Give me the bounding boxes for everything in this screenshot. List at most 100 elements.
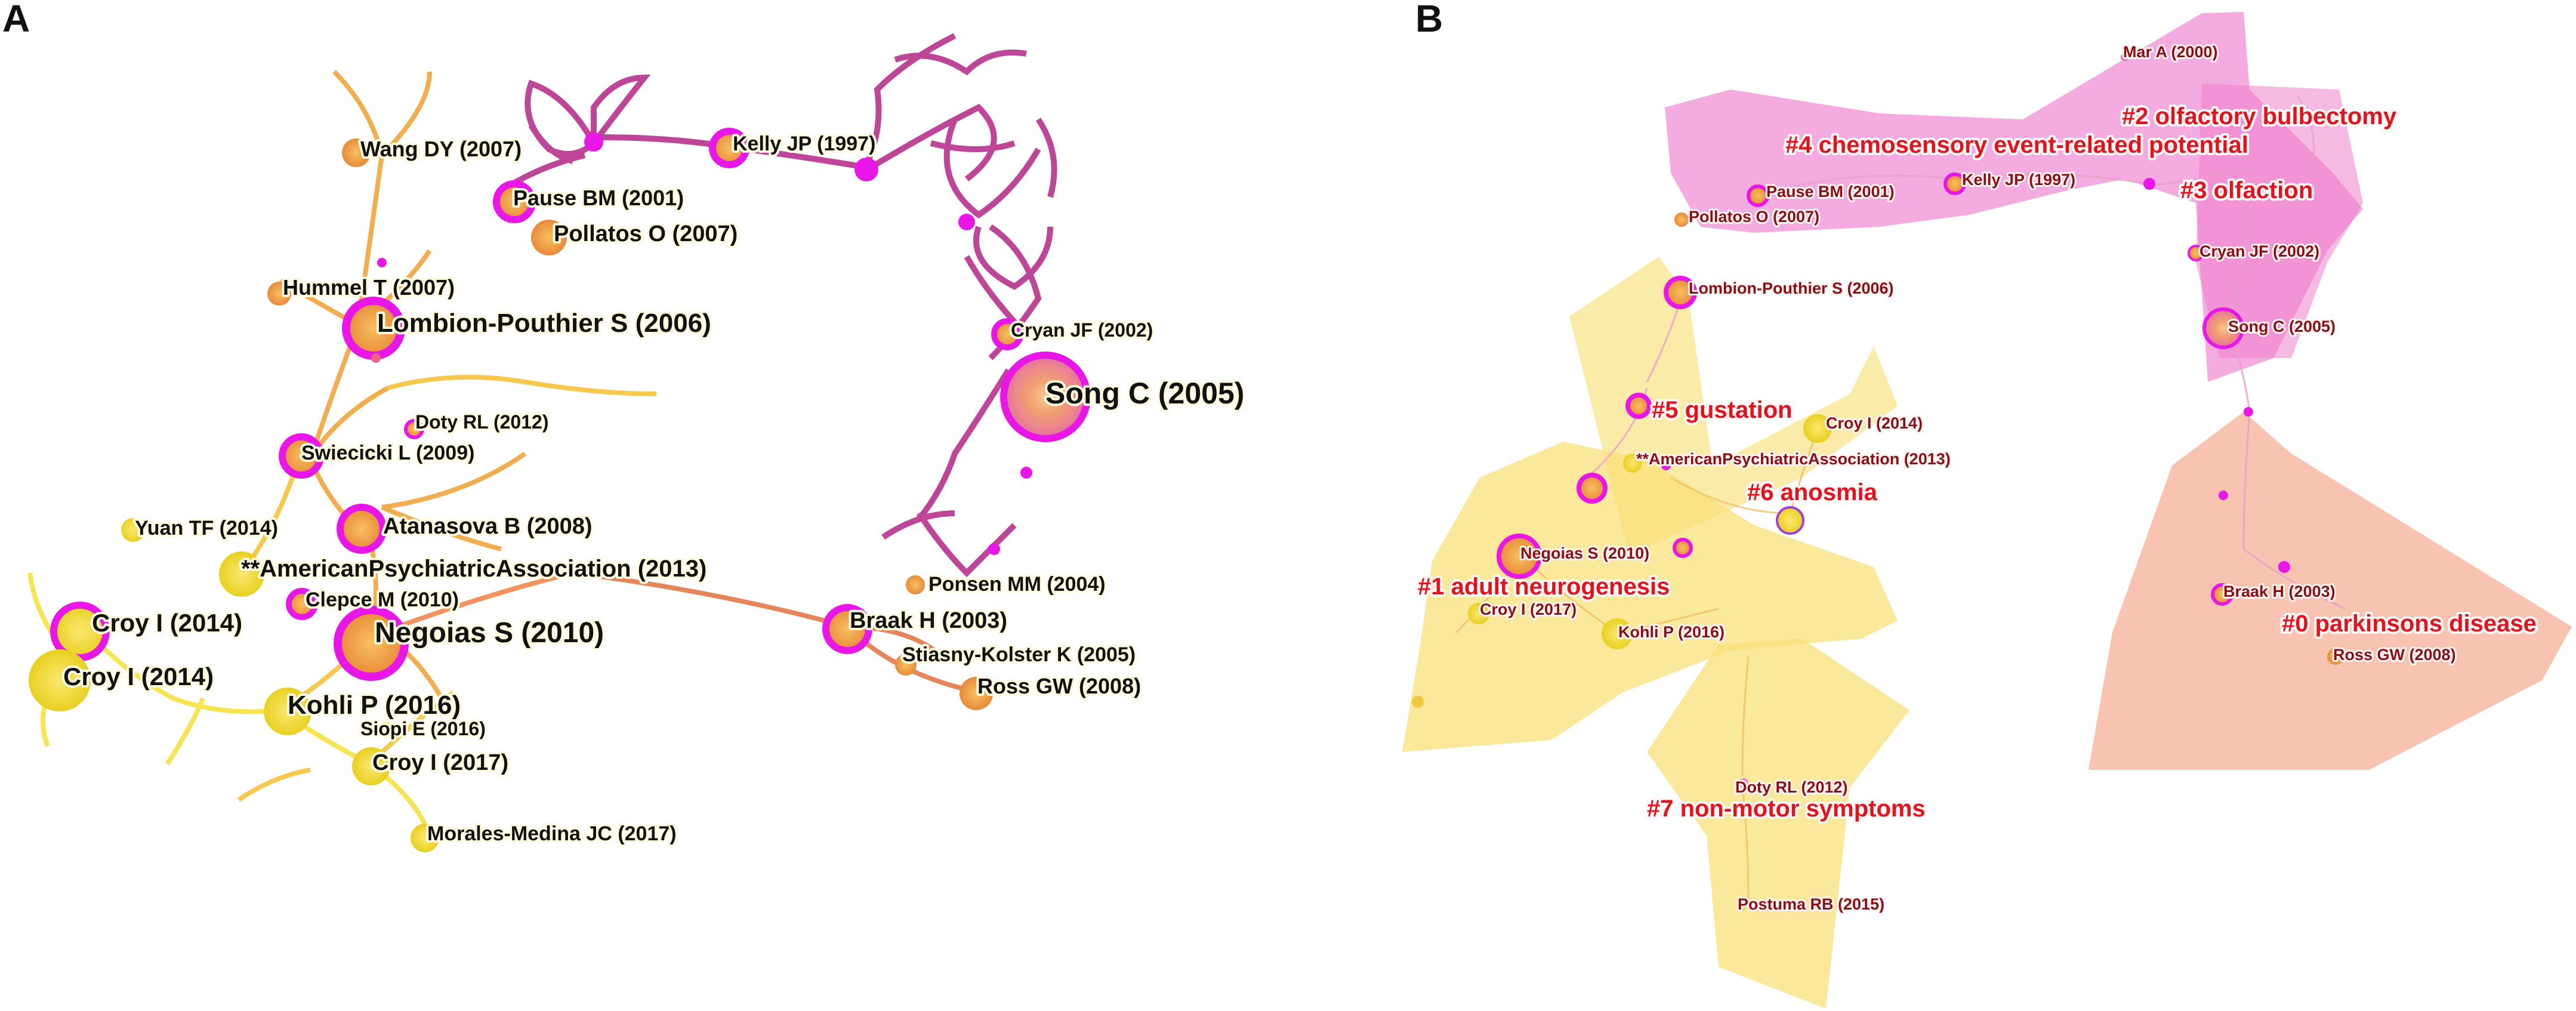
node-kelly-jp (709, 128, 749, 168)
label-b-kelly-jp: Kelly JP (1997) (1962, 171, 2075, 189)
node-b-parkinsons-hub (2278, 561, 2290, 573)
label-a-swiecicki-l: Swiecicki L (2009) (301, 442, 474, 464)
node-b-cryan-jf (2188, 245, 2204, 261)
label-a-morales-medina: Morales-Medina JC (2017) (427, 822, 677, 845)
node-b-croy-i-2017 (1468, 603, 1489, 624)
label-b-cryan-jf: Cryan JF (2002) (2199, 242, 2319, 260)
label-a-kelly-jp: Kelly JP (1997) (733, 132, 875, 155)
node-b-anosmia-2 (1776, 506, 1804, 535)
node-b-doty-rl (1739, 778, 1748, 788)
node-swiecicki-l (279, 433, 324, 479)
node-b-postuma (1739, 904, 1746, 911)
node-b-kohli-p (1602, 618, 1633, 649)
node-pause-bm (493, 180, 536, 223)
label-b-ross-gw: Ross GW (2008) (2333, 646, 2456, 664)
node-hummel-t (267, 282, 291, 306)
label-b-pollatos-o: Pollatos O (2007) (1689, 208, 1819, 226)
label-a-kohli-p: Kohli P (2016) (288, 691, 461, 720)
panel-a-letter: A (2, 0, 30, 40)
label-a-wang-dy: Wang DY (2007) (360, 137, 522, 161)
panel-a-purple-links (499, 33, 1057, 578)
panel-a-network: Wang DY (2007) Kelly JP (1997) Pause BM … (27, 33, 1247, 852)
label-b-postuma: Postuma RB (2015) (1738, 895, 1884, 913)
panel-b-letter: B (1415, 0, 1443, 40)
node-b-lombion (1664, 276, 1697, 309)
label-b-song-c: Song C (2005) (2228, 318, 2336, 335)
node-b-pause-bm (1747, 184, 1769, 207)
node-ponsen-mm (906, 575, 925, 594)
node-siopi-e (378, 722, 393, 736)
label-b-doty-rl: Doty RL (2012) (1735, 778, 1848, 796)
label-a-croy-i-2017: Croy I (2017) (372, 750, 508, 775)
label-a-croy-i-2014b: Croy I (2014) (63, 662, 214, 691)
node-kohli-p (264, 688, 311, 735)
hull-purple-top (1665, 12, 2363, 382)
node-b-apa (1623, 454, 1642, 473)
label-a-negoias-s: Negoias S (2010) (375, 617, 604, 649)
cluster-label-6: #6 anosmia (1747, 479, 1878, 506)
cluster-label-2: #2 olfactory bulbectomy (2122, 103, 2397, 130)
node-yuan-tf (121, 518, 145, 542)
label-a-pause-bm: Pause BM (2001) (513, 186, 684, 210)
hull-parkinsons (2088, 412, 2572, 770)
label-a-doty-rl: Doty RL (2012) (415, 411, 548, 433)
label-b-kohli-p: Kohli P (2016) (1618, 623, 1724, 641)
node-braak-h (822, 604, 872, 654)
node-negoias-s (334, 606, 409, 681)
node-morales-medina (411, 824, 439, 852)
node-wang-dy (342, 138, 371, 167)
label-a-stiasny-kolster: Stiasny-Kolster K (2005) (902, 643, 1136, 666)
node-b-song-c (2202, 307, 2244, 349)
label-a-braak-h: Braak H (2003) (850, 608, 1007, 633)
label-a-siopi-e: Siopi E (2016) (360, 718, 486, 739)
node-b-braak-h (2211, 583, 2233, 606)
label-a-hummel-t: Hummel T (2007) (283, 275, 455, 300)
label-a-atanasova-b: Atanasova B (2008) (383, 514, 593, 539)
cluster-label-0: #0 parkinsons disease (2282, 611, 2537, 637)
label-b-negoias-s: Negoias S (2010) (1520, 544, 1649, 562)
node-croy-i-2017 (352, 747, 390, 785)
node-b-pollatos-o (1674, 212, 1689, 227)
label-a-ponsen-mm: Ponsen MM (2004) (928, 573, 1106, 596)
node-b-negoias-s (1497, 534, 1542, 579)
label-b-apa: **AmericanPsychiatricAssociation (2013) (1636, 450, 1951, 468)
node-ross-gw (960, 677, 993, 710)
node-song-c (1000, 352, 1091, 442)
label-a-pollatos-o: Pollatos O (2007) (554, 221, 738, 246)
label-a-song-c: Song C (2005) (1045, 377, 1244, 410)
label-b-braak-h: Braak H (2003) (2223, 582, 2336, 600)
label-a-clepce-m: Clepce M (2010) (306, 588, 459, 611)
panel-a-nodes (29, 128, 1091, 852)
label-a-yuan-tf: Yuan TF (2014) (135, 517, 278, 540)
cluster-label-7: #7 non-motor symptoms (1647, 796, 1926, 822)
label-a-ross-gw: Ross GW (2008) (977, 674, 1141, 698)
label-a-cryan-jf: Cryan JF (2002) (1011, 319, 1153, 341)
node-stiasny-kolster (895, 654, 917, 676)
node-cryan-jf (991, 318, 1023, 350)
panel-a-labels: Wang DY (2007) Kelly JP (1997) Pause BM … (61, 130, 1247, 847)
cluster-label-4: #4 chemosensory event-related potential (1785, 132, 2248, 158)
cluster-label-3: #3 olfaction (2180, 177, 2313, 204)
label-b-pause-bm: Pause BM (2001) (1766, 183, 1895, 201)
panel-b-nodes (1412, 54, 2344, 911)
hull-adult-neuro (1402, 442, 1898, 752)
label-a-apa: **AmericanPsychiatricAssociation (2013) (241, 556, 707, 582)
label-b-mar-a: Mar A (2000) (2123, 43, 2218, 61)
node-b-anosmia-1 (1577, 473, 1608, 504)
panel-b-cluster-labels: #4 chemosensory event-related potential … (1415, 101, 2539, 824)
label-b-croy-i-2017: Croy I (2017) (1480, 600, 1577, 618)
node-b-ross-gw (2327, 648, 2344, 665)
node-b-croy-i-2014 (1803, 414, 1832, 443)
node-apa (219, 551, 264, 597)
label-b-lombion: Lombion-Pouthier S (2006) (1689, 279, 1894, 297)
node-b-kelly-jp (1943, 172, 1966, 195)
panel-b-node-labels: Mar A (2000) Pause BM (2001) Kelly JP (1… (1478, 41, 2458, 915)
node-b-gustation (1625, 393, 1652, 419)
hull-non-motor (1647, 639, 1909, 1009)
panel-b-network: #4 chemosensory event-related potential … (1402, 12, 2572, 1009)
node-b-clepce (1673, 538, 1693, 558)
cluster-label-1: #1 adult neurogenesis (1418, 574, 1670, 600)
node-doty-rl (404, 419, 424, 439)
node-atanasova-b (337, 504, 387, 554)
